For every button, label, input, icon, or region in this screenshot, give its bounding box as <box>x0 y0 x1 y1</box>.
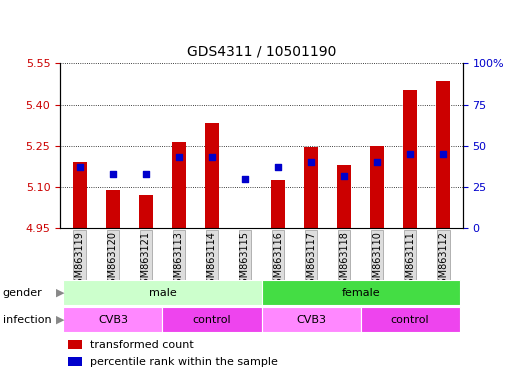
Point <box>340 172 348 179</box>
Bar <box>68 340 82 349</box>
Bar <box>204 122 220 228</box>
Bar <box>270 180 286 228</box>
Point <box>76 164 84 170</box>
Point <box>175 154 183 161</box>
Bar <box>403 89 417 228</box>
Text: infection: infection <box>3 314 51 325</box>
Bar <box>262 307 360 332</box>
Text: female: female <box>341 288 380 298</box>
Point <box>406 151 414 157</box>
Text: control: control <box>391 314 429 325</box>
Bar <box>139 195 153 228</box>
Bar <box>73 162 87 228</box>
Text: gender: gender <box>3 288 42 298</box>
Point <box>241 176 249 182</box>
Bar <box>337 165 351 228</box>
Text: ▶: ▶ <box>56 288 64 298</box>
Point <box>439 151 447 157</box>
Bar <box>106 190 120 228</box>
Point <box>373 159 381 166</box>
Text: CVB3: CVB3 <box>98 314 128 325</box>
Text: transformed count: transformed count <box>90 340 194 350</box>
Text: CVB3: CVB3 <box>296 314 326 325</box>
Point <box>208 154 216 161</box>
Bar <box>63 280 262 305</box>
Point <box>274 164 282 170</box>
Bar <box>262 280 460 305</box>
Text: ▶: ▶ <box>56 314 64 325</box>
Bar <box>436 81 450 228</box>
Bar <box>360 307 460 332</box>
Bar <box>303 147 319 228</box>
Text: male: male <box>149 288 176 298</box>
Text: percentile rank within the sample: percentile rank within the sample <box>90 357 278 367</box>
Point <box>142 171 150 177</box>
Text: control: control <box>192 314 231 325</box>
Bar <box>172 142 186 228</box>
Bar <box>370 146 384 228</box>
Bar <box>63 307 163 332</box>
Point <box>307 159 315 166</box>
Title: GDS4311 / 10501190: GDS4311 / 10501190 <box>187 44 336 58</box>
Bar <box>163 307 262 332</box>
Point <box>109 171 117 177</box>
Bar <box>68 357 82 366</box>
